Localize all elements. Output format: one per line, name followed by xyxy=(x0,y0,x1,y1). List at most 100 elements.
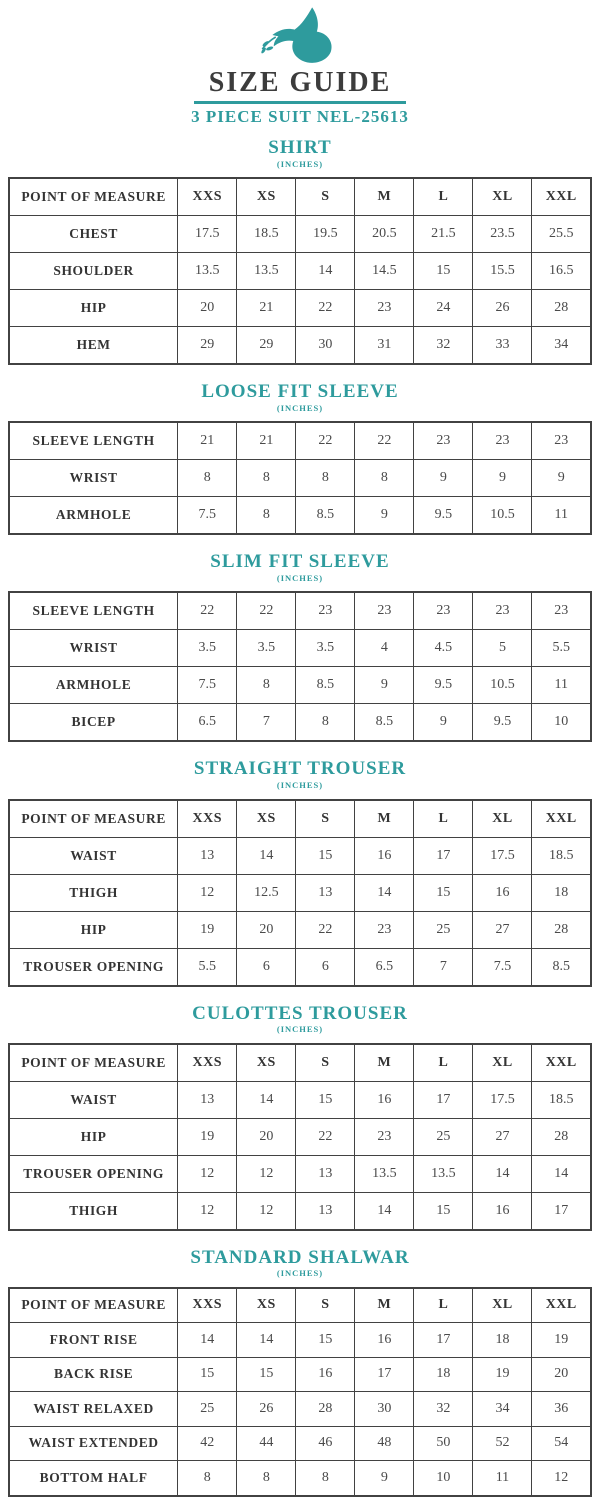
column-header: S xyxy=(295,1043,356,1082)
size-value-cell: 20 xyxy=(531,1356,592,1393)
size-value-cell: 14 xyxy=(236,1322,297,1358)
size-value-cell: 11 xyxy=(531,496,592,535)
size-value-cell: 12 xyxy=(531,1460,592,1497)
size-table: POINT OF MEASURE XXS XS S M L XL XXL CHEST 17.5 18… xyxy=(8,177,592,366)
size-table: POINT OF MEASURE XXS XS S M L XL XXL WAIST 13 14 15… xyxy=(8,1042,592,1231)
size-value-cell: 21.5 xyxy=(413,215,474,254)
size-value-cell: 19 xyxy=(177,1117,238,1156)
size-value-cell: 8 xyxy=(295,703,356,742)
size-value-cell: 14 xyxy=(531,1154,592,1193)
size-value-cell: 29 xyxy=(236,326,297,365)
row-label: ARMHOLE xyxy=(8,496,179,535)
size-value-cell: 15 xyxy=(413,252,474,291)
size-value-cell: 13 xyxy=(295,1154,356,1193)
size-value-cell: 44 xyxy=(236,1425,297,1462)
size-value-cell: 13 xyxy=(295,1191,356,1231)
size-value-cell: 14 xyxy=(236,836,297,875)
row-label: BICEP xyxy=(8,703,179,742)
row-label: HIP xyxy=(8,1117,179,1156)
row-label: SLEEVE LENGTH xyxy=(8,591,179,631)
size-value-cell: 9 xyxy=(531,459,592,498)
table-row: WRIST 8 8 8 8 9 9 9 xyxy=(8,459,592,498)
table-row: SLEEVE LENGTH 22 22 23 23 23 23 23 xyxy=(8,591,592,631)
row-label: ARMHOLE xyxy=(8,666,179,705)
table-row: SLEEVE LENGTH 21 21 22 22 23 23 23 xyxy=(8,421,592,461)
size-value-cell: 14 xyxy=(354,873,415,912)
size-value-cell: 11 xyxy=(531,666,592,705)
row-label: THIGH xyxy=(8,873,179,912)
size-value-cell: 8 xyxy=(295,459,356,498)
size-value-cell: 14.5 xyxy=(354,252,415,291)
size-value-cell: 8.5 xyxy=(295,496,356,535)
section-title: STRAIGHT TROUSER xyxy=(193,758,407,780)
table-header-row: POINT OF MEASURE XXS XS S M L XL XXL xyxy=(8,177,592,217)
size-value-cell: 20 xyxy=(236,910,297,949)
size-value-cell: 25 xyxy=(413,1117,474,1156)
size-value-cell: 9 xyxy=(413,703,474,742)
size-value-cell: 5.5 xyxy=(531,629,592,668)
size-value-cell: 13.5 xyxy=(177,252,238,291)
size-value-cell: 16 xyxy=(354,1080,415,1119)
size-value-cell: 8 xyxy=(236,1460,297,1497)
column-header: S xyxy=(295,177,356,217)
section-units: (INCHES) xyxy=(276,159,324,170)
size-value-cell: 17.5 xyxy=(472,836,533,875)
size-value-cell: 28 xyxy=(531,289,592,328)
size-value-cell: 19 xyxy=(472,1356,533,1393)
size-value-cell: 13.5 xyxy=(354,1154,415,1193)
size-table: POINT OF MEASURE XXS XS S M L XL XXL WAIST 13 14 15… xyxy=(8,798,592,987)
table-row: WAIST RELAXED 25 26 28 30 32 34 36 xyxy=(8,1391,592,1427)
section-title: SLIM FIT SLEEVE xyxy=(210,551,390,573)
size-value-cell: 25.5 xyxy=(531,215,592,254)
size-value-cell: 5.5 xyxy=(177,947,238,987)
size-tables-container: SHIRT (INCHES) POINT OF MEASURE XXS XS S M L XL X… xyxy=(0,137,600,1497)
section-units: (INCHES) xyxy=(276,1268,324,1279)
size-value-cell: 23 xyxy=(354,910,415,949)
dove-olive-branch-icon xyxy=(261,7,332,63)
size-value-cell: 15 xyxy=(177,1356,238,1393)
row-label: TROUSER OPENING xyxy=(8,947,179,987)
size-value-cell: 7.5 xyxy=(177,666,238,705)
column-header: XS xyxy=(236,1043,297,1082)
size-value-cell: 32 xyxy=(413,326,474,365)
column-header: XL xyxy=(472,1043,533,1082)
size-value-cell: 4.5 xyxy=(413,629,474,668)
size-value-cell: 13.5 xyxy=(236,252,297,291)
size-value-cell: 9 xyxy=(354,496,415,535)
size-value-cell: 6 xyxy=(236,947,297,987)
size-value-cell: 6.5 xyxy=(177,703,238,742)
size-value-cell: 48 xyxy=(354,1425,415,1462)
size-value-cell: 54 xyxy=(531,1425,592,1462)
column-header: XXS xyxy=(177,177,238,217)
row-label: BACK RISE xyxy=(8,1356,179,1393)
size-value-cell: 22 xyxy=(295,421,356,461)
size-value-cell: 21 xyxy=(236,421,297,461)
table-row: FRONT RISE 14 14 15 16 17 18 19 xyxy=(8,1322,592,1358)
size-value-cell: 23 xyxy=(531,421,592,461)
row-label: WAIST RELAXED xyxy=(8,1391,179,1427)
size-value-cell: 3.5 xyxy=(236,629,297,668)
size-value-cell: 7.5 xyxy=(177,496,238,535)
size-value-cell: 23 xyxy=(413,421,474,461)
size-value-cell: 14 xyxy=(295,252,356,291)
table-header-row: POINT OF MEASURE XXS XS S M L XL XXL xyxy=(8,1043,592,1082)
size-value-cell: 21 xyxy=(236,289,297,328)
size-value-cell: 16 xyxy=(472,873,533,912)
size-value-cell: 15 xyxy=(413,873,474,912)
size-value-cell: 14 xyxy=(177,1322,238,1358)
size-value-cell: 3.5 xyxy=(295,629,356,668)
size-value-cell: 6 xyxy=(295,947,356,987)
size-value-cell: 19 xyxy=(177,910,238,949)
size-value-cell: 12.5 xyxy=(236,873,297,912)
size-value-cell: 9.5 xyxy=(413,666,474,705)
size-value-cell: 8 xyxy=(236,496,297,535)
table-row: CHEST 17.5 18.5 19.5 20.5 21.5 23.5 25.5 xyxy=(8,215,592,254)
size-value-cell: 10 xyxy=(531,703,592,742)
size-value-cell: 22 xyxy=(177,591,238,631)
table-row: TROUSER OPENING 12 12 13 13.5 13.5 14 14 xyxy=(8,1154,592,1193)
size-value-cell: 17.5 xyxy=(472,1080,533,1119)
size-value-cell: 24 xyxy=(413,289,474,328)
size-value-cell: 50 xyxy=(413,1425,474,1462)
column-header: XXS xyxy=(177,799,238,838)
